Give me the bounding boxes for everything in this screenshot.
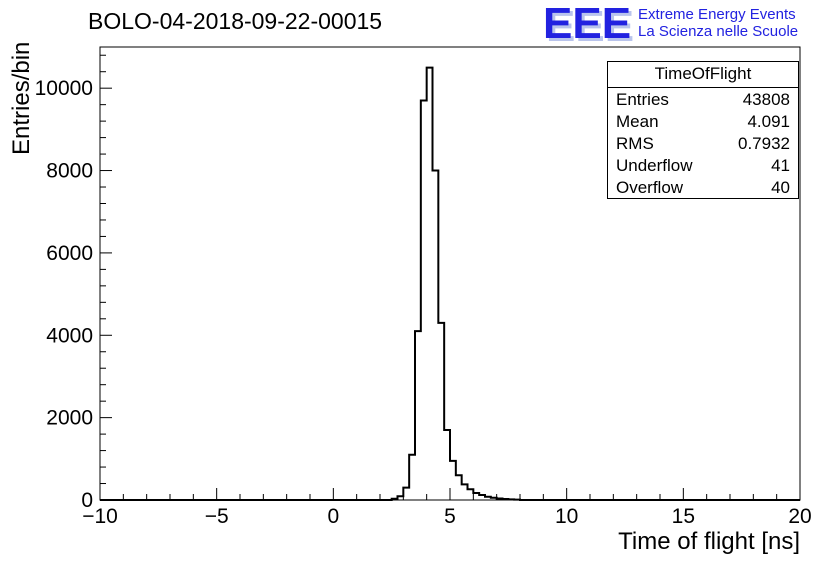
y-tick-label: 0 — [81, 489, 93, 512]
eee-logo: EEE Extreme Energy Events La Scienza nel… — [543, 0, 798, 48]
stats-label: Mean — [616, 112, 659, 131]
y-tick-label: 4000 — [46, 324, 93, 347]
stats-value: 4.091 — [747, 112, 790, 131]
eee-logo-line1: Extreme Energy Events — [638, 6, 796, 23]
stats-row-mean: Mean 4.091 — [608, 110, 798, 132]
stats-value: 0.7932 — [738, 134, 790, 153]
stats-value: 43808 — [742, 90, 790, 109]
eee-logo-line2: La Scienza nelle Scuole — [638, 23, 799, 40]
x-tick-label: 5 — [444, 505, 456, 528]
y-tick-label: 2000 — [46, 407, 93, 430]
y-axis-title: Entries/bin — [8, 41, 35, 155]
stats-row-entries: Entries 43808 — [608, 88, 798, 110]
histogram-line — [100, 66, 800, 501]
stats-box: TimeOfFlight Entries 43808 Mean 4.091 RM… — [607, 61, 799, 199]
x-tick-label: −5 — [205, 505, 229, 528]
y-tick-label: 6000 — [46, 242, 93, 265]
x-tick-label: 20 — [788, 505, 811, 528]
chart-title: BOLO-04-2018-09-22-00015 — [88, 8, 383, 34]
stats-row-rms: RMS 0.7932 — [608, 132, 798, 154]
stats-value: 41 — [771, 156, 790, 175]
stats-label: Entries — [616, 90, 669, 109]
eee-logo-text: Extreme Energy Events La Scienza nelle S… — [638, 4, 798, 40]
x-tick-label: 0 — [327, 505, 339, 528]
eee-logo-acronym: EEE — [543, 0, 632, 48]
y-tick-label: 10000 — [35, 77, 93, 100]
stats-label: Overflow — [616, 178, 684, 197]
x-tick-label: 15 — [672, 505, 695, 528]
x-axis-ticks — [99, 488, 801, 500]
x-axis-title: Time of flight [ns] — [618, 528, 800, 555]
stats-label: Underflow — [616, 156, 693, 175]
stats-label: RMS — [616, 134, 654, 153]
y-tick-label: 8000 — [46, 160, 93, 183]
y-axis-ticks — [100, 54, 112, 501]
stats-value: 40 — [771, 178, 790, 197]
stats-row-underflow: Underflow 41 — [608, 154, 798, 176]
x-tick-label: −10 — [82, 505, 118, 528]
stats-box-title: TimeOfFlight — [608, 62, 798, 88]
x-tick-label: 10 — [555, 505, 578, 528]
stats-row-overflow: Overflow 40 — [608, 176, 798, 198]
